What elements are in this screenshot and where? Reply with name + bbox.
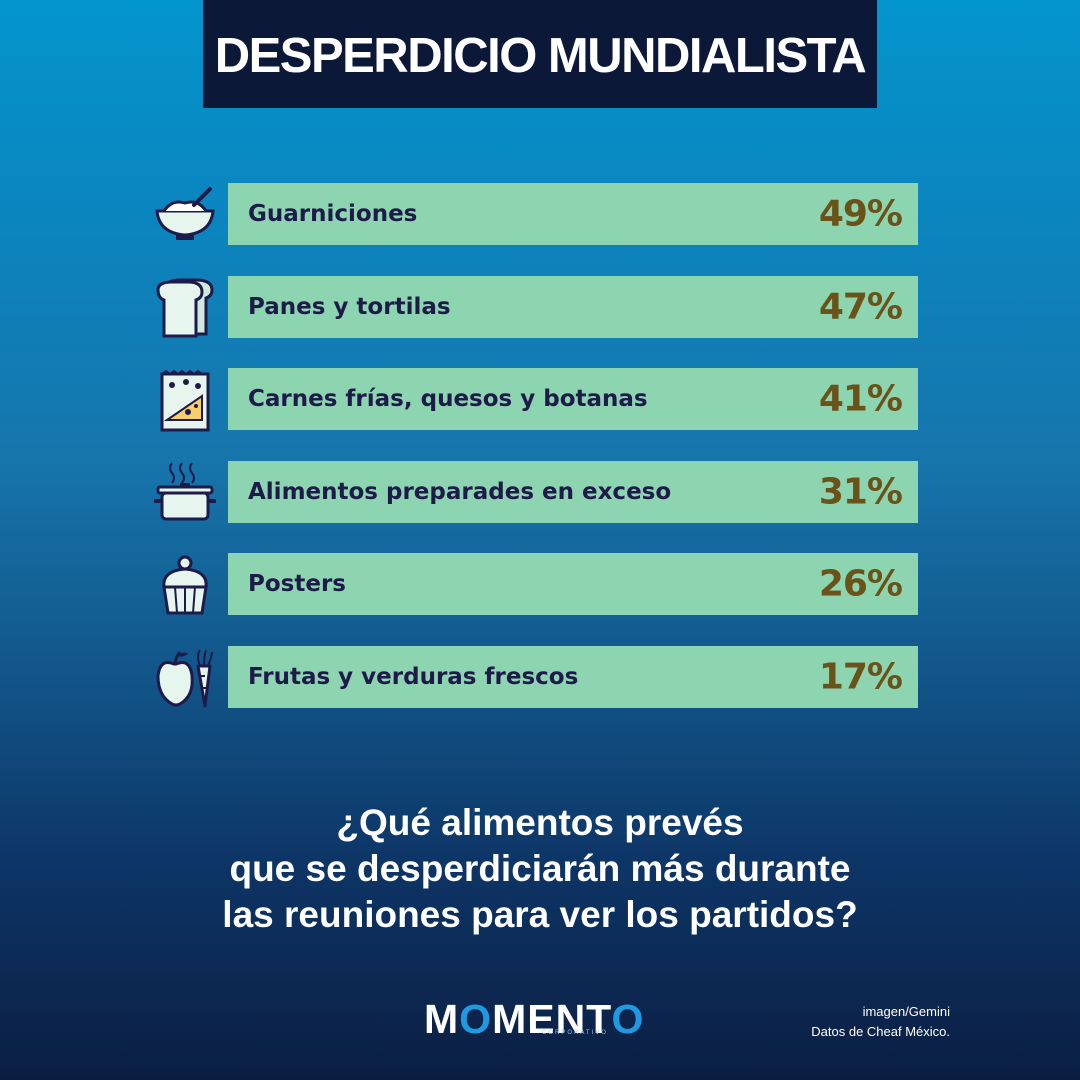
bar-row: Posters 26% (150, 553, 920, 617)
chart-title: DESPERDICIO MUNDIALISTA (214, 29, 867, 83)
bowl-icon (150, 183, 220, 247)
bar-label: Guarniciones (248, 201, 418, 227)
bar-row: Carnes frías, quesos y botanas 41% (150, 368, 920, 432)
cupcake-icon (150, 553, 220, 617)
bar-label: Alimentos preparades en exceso (248, 479, 672, 505)
bar-label: Frutas y verduras frescos (248, 664, 579, 690)
bar-value: 41% (818, 378, 903, 420)
bar-value: 26% (818, 563, 903, 605)
bar-label: Posters (248, 571, 346, 597)
bar: Posters 26% (228, 553, 918, 615)
credits: imagen/Gemini Datos de Cheaf México. (811, 1002, 950, 1042)
logo-subtitle: CORPORATIVO (542, 1030, 608, 1036)
bar: Frutas y verduras frescos 17% (228, 646, 918, 708)
bread-icon (150, 276, 220, 340)
bar-value: 49% (818, 193, 903, 235)
bar: Guarniciones 49% (228, 183, 918, 245)
apple-carrot-icon (150, 646, 220, 710)
question-text: ¿Qué alimentos prevés que se desperdicia… (90, 800, 990, 938)
bar-row: Alimentos preparades en exceso 31% (150, 461, 920, 525)
question-line-2: que se desperdiciarán más durante (229, 848, 851, 889)
bar-row: Frutas y verduras frescos 17% (150, 646, 920, 710)
bar-label: Carnes frías, quesos y botanas (248, 386, 648, 412)
snack-bag-icon (150, 368, 220, 432)
logo-wordmark: MOMENTO (424, 996, 645, 1042)
credit-image: imagen/Gemini (862, 1004, 950, 1019)
bar: Alimentos preparades en exceso 31% (228, 461, 918, 523)
bar-label: Panes y tortilas (248, 294, 451, 320)
bar-row: Panes y tortilas 47% (150, 276, 920, 340)
bar-value: 31% (818, 471, 903, 513)
momento-logo: MOMENTO CORPORATIVO (424, 996, 654, 1046)
bar-value: 17% (818, 656, 903, 698)
bar-value: 47% (818, 286, 903, 328)
credit-data: Datos de Cheaf México. (811, 1024, 950, 1039)
bar: Carnes frías, quesos y botanas 41% (228, 368, 918, 430)
question-line-3: las reuniones para ver los partidos? (222, 894, 858, 935)
bar: Panes y tortilas 47% (228, 276, 918, 338)
title-banner: DESPERDICIO MUNDIALISTA (203, 0, 877, 108)
cooking-pot-icon (150, 461, 220, 525)
question-line-1: ¿Qué alimentos prevés (336, 802, 744, 843)
bar-row: Guarniciones 49% (150, 183, 920, 247)
